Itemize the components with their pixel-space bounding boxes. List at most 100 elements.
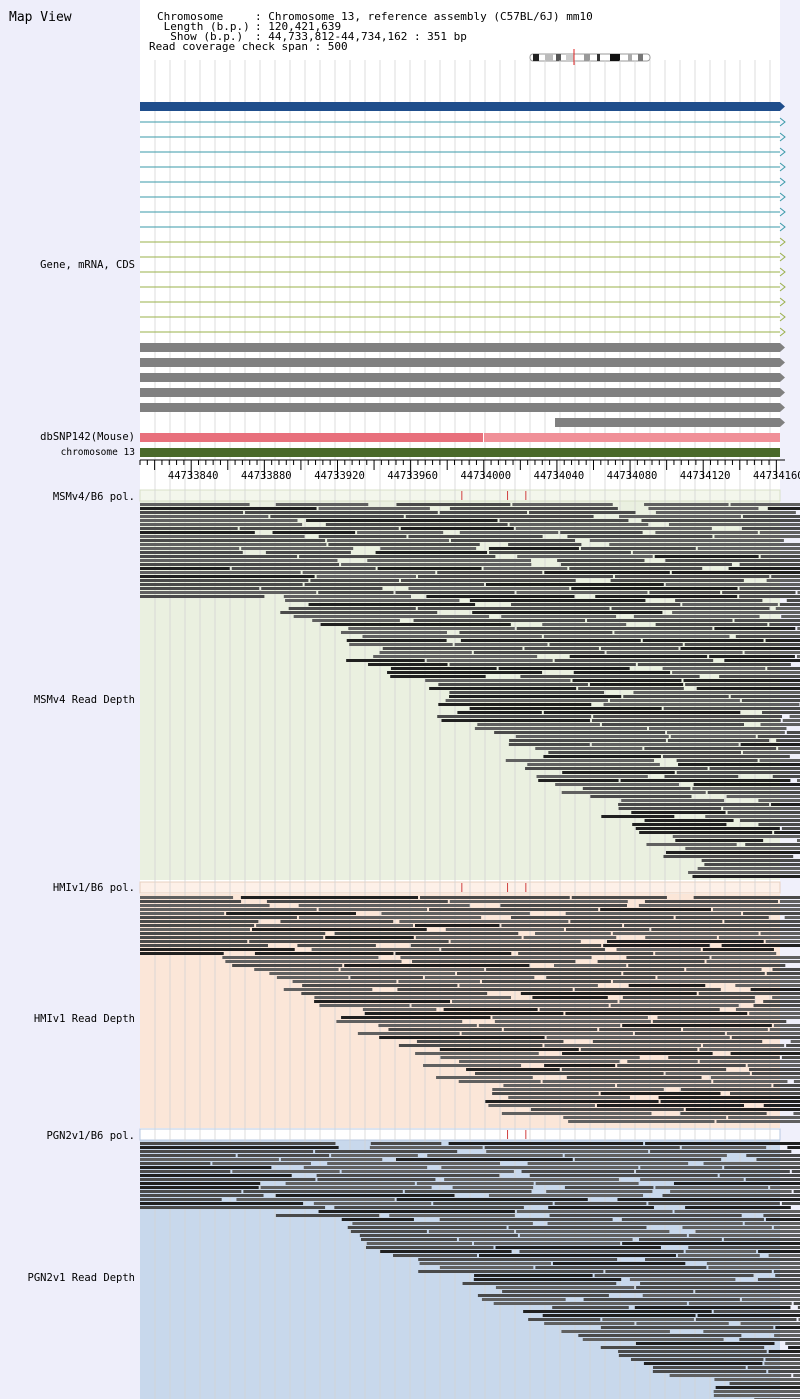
read — [357, 1032, 460, 1035]
read — [368, 663, 448, 666]
read — [589, 683, 684, 686]
read — [140, 1142, 336, 1145]
read — [140, 539, 326, 542]
read — [763, 1104, 800, 1107]
read — [709, 767, 800, 770]
read — [449, 695, 622, 698]
chromosome-bar — [140, 448, 780, 457]
read — [439, 1218, 613, 1221]
read — [623, 695, 729, 698]
read — [516, 1210, 673, 1213]
read — [236, 1198, 395, 1201]
read — [390, 667, 497, 670]
read — [398, 1044, 543, 1047]
read — [781, 827, 800, 830]
read — [685, 1206, 791, 1209]
strand-arrow — [779, 147, 786, 157]
read — [439, 511, 528, 514]
read — [304, 583, 484, 586]
read — [765, 1358, 800, 1361]
read — [628, 964, 786, 967]
read — [314, 1000, 451, 1003]
read — [140, 904, 270, 907]
read — [520, 992, 697, 995]
read — [745, 1178, 800, 1181]
read — [760, 723, 800, 726]
read — [621, 799, 725, 802]
read — [741, 1298, 800, 1301]
read — [553, 964, 627, 967]
read — [315, 1150, 458, 1153]
read — [621, 1218, 764, 1221]
read — [600, 1326, 774, 1329]
read — [488, 1194, 644, 1197]
read — [303, 1166, 428, 1169]
read — [609, 543, 800, 546]
read — [740, 819, 800, 822]
read — [655, 952, 777, 955]
read — [765, 639, 800, 642]
read — [797, 627, 800, 630]
read — [350, 1230, 427, 1233]
read — [632, 551, 800, 554]
read — [574, 1158, 722, 1161]
cds-arrow — [780, 373, 785, 382]
read — [796, 655, 800, 658]
read — [408, 587, 570, 590]
read — [395, 1158, 573, 1161]
read — [633, 615, 760, 618]
read — [706, 1262, 800, 1265]
read — [140, 1174, 292, 1177]
read — [140, 1186, 259, 1189]
read — [524, 647, 599, 650]
read — [317, 1178, 436, 1181]
read — [655, 1186, 769, 1189]
read — [695, 1318, 797, 1321]
read — [346, 659, 425, 662]
read — [614, 575, 770, 578]
strand-arrow — [779, 252, 786, 262]
read-pileup — [140, 1142, 800, 1399]
read — [529, 1174, 718, 1177]
read — [380, 1250, 512, 1253]
read — [140, 1162, 211, 1165]
read — [489, 551, 631, 554]
read — [731, 1036, 800, 1039]
read — [140, 1190, 242, 1193]
read — [396, 503, 511, 506]
strand-arrow — [779, 117, 786, 127]
read — [758, 799, 800, 802]
read — [140, 1146, 339, 1149]
cds-arrow — [780, 388, 785, 397]
header-chromosome-value: : Chromosome 13, reference assembly (C57… — [255, 10, 593, 23]
read — [617, 1064, 746, 1067]
read — [340, 968, 485, 971]
read — [771, 803, 800, 806]
ruler-tick-label: 44733920 — [314, 470, 365, 482]
read — [760, 555, 800, 558]
read — [614, 631, 800, 634]
read — [670, 735, 756, 738]
read — [680, 1088, 800, 1091]
read — [225, 960, 402, 963]
header-chromosome-key: Chromosome — [157, 10, 250, 23]
read — [327, 1162, 500, 1165]
read — [681, 1146, 767, 1149]
read — [231, 567, 376, 570]
read — [457, 972, 622, 975]
read — [472, 611, 663, 614]
read — [699, 1048, 800, 1051]
read — [693, 896, 800, 899]
header-length-value: : 120,421,639 — [255, 20, 342, 33]
read — [680, 1112, 767, 1115]
read — [652, 1370, 767, 1373]
read — [554, 659, 714, 662]
read — [458, 1080, 541, 1083]
read — [747, 1366, 800, 1369]
read — [508, 1226, 647, 1229]
read — [739, 595, 800, 598]
read — [420, 896, 570, 899]
read — [699, 1060, 800, 1063]
read — [140, 1206, 326, 1209]
